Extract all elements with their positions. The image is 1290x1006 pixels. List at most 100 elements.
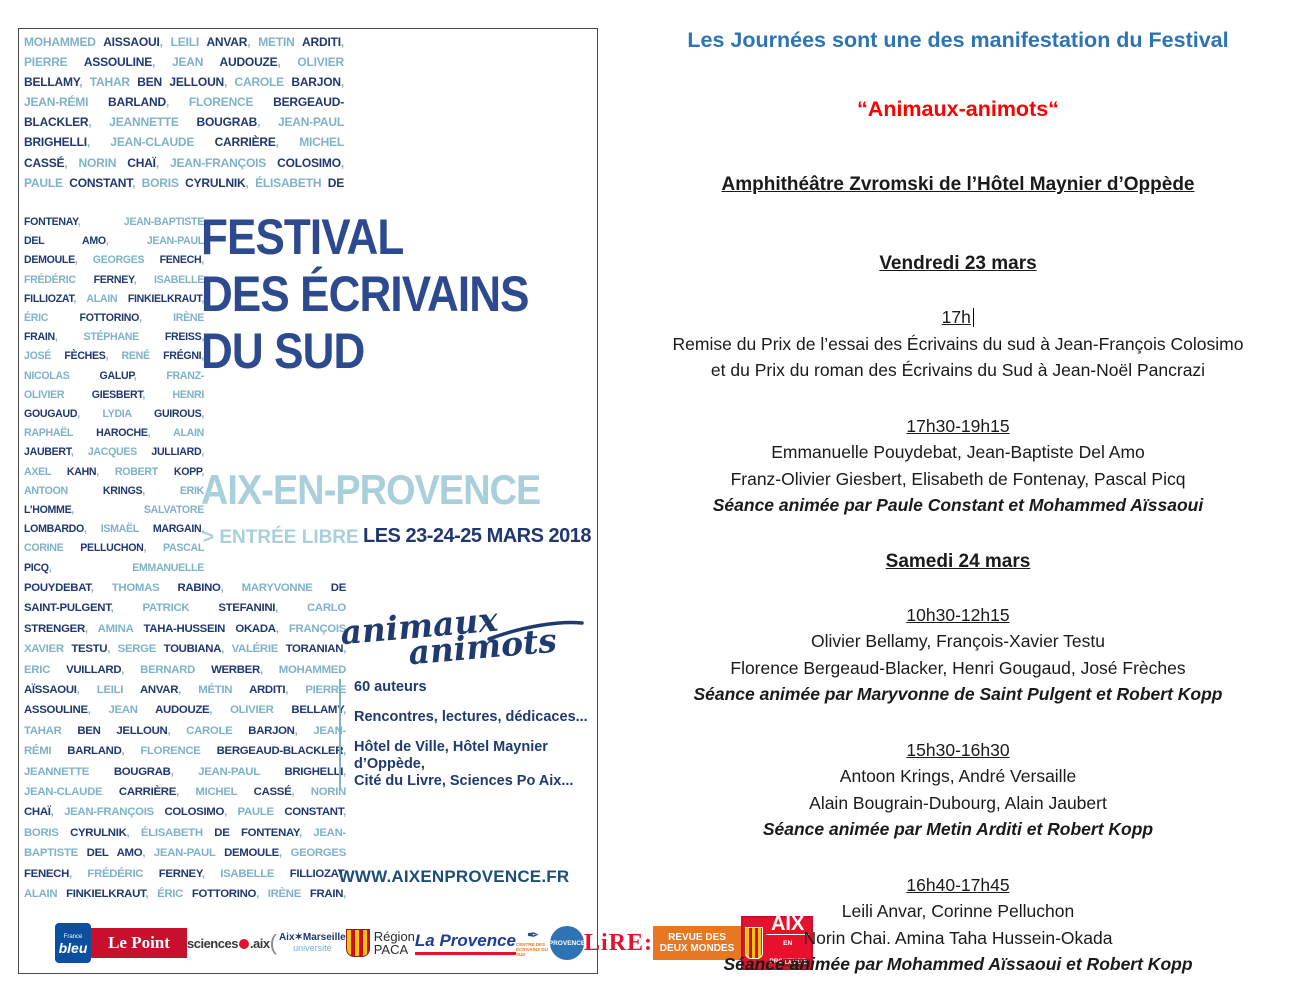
author-names-line: FILLIOZAT, ALAIN FINKIELKRAUT, [24,292,204,305]
poster-author-names-top: MOHAMMED AISSAOUI, LEILI ANVAR, METIN AR… [24,32,344,193]
author-names-line: BELLAMY, TAHAR BEN JELLOUN, CAROLE BARJO… [24,75,344,90]
aix-marseille-label: Aix✶Marseille [278,931,346,943]
poster-info-venues-1: Hôtel de Ville, Hôtel Maynier d’Oppède, [354,739,548,772]
author-names-line: LOMBARDO, ISMAËL MARGAIN, [24,523,204,536]
session-participants-line: Antoon Krings, André Versaille [839,766,1077,786]
centre-scribble-icon: ✒ [526,926,540,944]
aix-marseille-universite-label: université [293,942,332,953]
program-day-block: Vendredi 23 mars 17h Remise du Prix de l’e… [632,253,1284,519]
france-bleu-logo: France bleu [55,923,91,963]
author-names-line: DEMOULE, GEORGES FENECH, [24,254,204,267]
poster-author-names-left-column: FONTENAY, JEAN-BAPTISTE DEL AMO, JEAN-PAU… [24,213,204,578]
author-names-line: PICQ, EMMANUELLE [24,561,204,574]
poster-author-names-bottom: POUYDEBAT, THOMAS RABINO, MARYVONNE DE SA… [24,578,346,905]
region-paca-logo: Région PACA [345,929,415,957]
author-names-line: FENECH, FRÉDÉRIC FERNEY, ISABELLE FILLIO… [24,867,346,880]
aix-en-provence-ville-logo: AIX EN PROVENCE LA VILLE [741,914,814,970]
sciences-po-suffix: .aix [249,935,270,951]
aix-marseille-universite-logo: ( Aix✶Marseille université [269,930,346,955]
author-names-line: AÏSSAOUI, LEILI ANVAR, MÉTIN ARDITI, PIE… [24,684,346,697]
session-moderation-line: Séance animée par Paule Constant et Moha… [712,495,1204,515]
poster-title-line3: DU SUD [201,323,365,379]
poster-free-entry-label: > ENTRÉE LIBRE [203,527,359,548]
author-names-line: FRÉDÉRIC FERNEY, ISABELLE [24,273,204,286]
program-session: 17h30-19h15 Emmanuelle Pouydebat, Jean-Ba… [632,413,1284,519]
author-names-line: AXEL KAHN, ROBERT KOPP, [24,465,204,478]
program-heading: Les Journées sont une des manifestation … [687,28,1229,52]
poster-title: FESTIVAL DES ÉCRIVAINS DU SUD [201,209,529,380]
poster-dates: LES 23-24-25 MARS 2018 [363,525,592,547]
session-time: 15h30-16h30 [906,739,1010,760]
author-names-line: CASSÉ, NORIN CHAÏ, JEAN-FRANÇOIS COLOSIM… [24,155,344,170]
author-names-line: JEAN-CLAUDE CARRIÈRE, MICHEL CASSÉ, NORI… [24,786,347,799]
author-names-line: FRAIN, STÉPHANE FREISS, [24,331,204,344]
session-participants-line: Olivier Bellamy, François-Xavier Testu [810,631,1106,651]
author-names-line: ANTOON KRINGS, ERIK [24,484,204,497]
program-venue: Amphithéâtre Zvromski de l’Hôtel Maynier… [721,174,1195,195]
session-time: 17h [632,304,1284,331]
author-names-line: BORIS CYRULNIK, ÉLISABETH DE FONTENAY, J… [24,826,346,839]
author-names-line: SAINT-PULGENT, PATRICK STEFANINI, CARLO [24,602,346,615]
aix-marseille-paren-icon: ( [269,930,277,955]
session-time: 10h30-12h15 [906,604,1010,625]
sponsor-logo-row: France bleu Le Point sciences .aix ( Aix✶… [55,914,814,972]
provence-tourisme-logo: PROVENCE [548,926,586,960]
author-names-line: PIERRE ASSOULINE, JEAN AUDOUZE, OLIVIER [24,55,344,70]
author-names-line: BAPTISTE DEL AMO, JEAN-PAUL DEMOULE, GEO… [24,847,347,860]
author-names-line: STRENGER, AMINA TAHA-HUSSEIN OKADA, FRAN… [24,622,346,635]
session-time: 17h30-19h15 [906,415,1010,436]
author-names-line: DEL AMO, JEAN-PAUL [24,235,204,248]
author-names-line: ALAIN FINKIELKRAUT, ÉRIC FOTTORINO, IRÈN… [24,888,347,901]
program-session: 10h30-12h15 Olivier Bellamy, François-Xav… [632,602,1284,708]
sciences-po-figure-icon [238,939,249,949]
session-participants-line: Florence Bergeaud-Blacker, Henri Gougaud… [730,657,1186,678]
sciences-po-label: sciences [187,935,238,951]
session-participants-line: et du Prix du roman des Écrivains du Sud… [710,360,1206,380]
author-names-line: JEANNETTE BOUGRAB, JEAN-PAUL BRIGHELLI, [24,765,346,778]
france-bleu-label: bleu [58,940,88,956]
centre-label: CENTRE DES ÉCRIVAINS DU SUD [516,941,548,957]
author-names-line: POUYDEBAT, THOMAS RABINO, MARYVONNE DE [24,582,346,594]
author-names-line: NICOLAS GALUP, FRANZ- [24,369,204,382]
author-names-line: L’HOMME, SALVATORE [24,504,204,517]
author-names-line: RAPHAËL HAROCHE, ALAIN [24,427,205,440]
session-participants-line: Emmanuelle Pouydebat, Jean-Baptiste Del … [771,442,1145,462]
program-theme-title: “Animaux-animots“ [857,97,1059,121]
provence-label: PROVENCE [548,939,586,947]
authors-count: 60 auteurs [354,679,427,695]
session-participants-line: Norin Chai. Amina Taha Hussein-Okada [803,927,1113,948]
lire-label: LiRE: [584,929,654,956]
author-names-line: XAVIER TESTU, SERGE TOUBIANA, VALÉRIE TO… [24,643,346,656]
le-point-logo: Le Point [91,928,187,958]
author-names-line: MOHAMMED AISSAOUI, LEILI ANVAR, METIN AR… [24,35,344,49]
program-days: Vendredi 23 mars 17h Remise du Prix de l’e… [632,253,1284,978]
author-names-line: GOUGAUD, LYDIA GUIROUS, [24,408,204,421]
session-participants-line: Franz-Olivier Giesbert, Elisabeth de Fon… [730,468,1186,489]
author-names-line: PAULE CONSTANT, BORIS CYRULNIK, ÉLISABET… [24,175,345,190]
program-day-block: Samedi 24 mars 10h30-12h15 Olivier Bellamy… [632,551,1284,978]
program-session: 15h30-16h30 Antoon Krings, André Versaill… [632,737,1284,843]
session-moderation-line: Séance animée par Maryvonne de Saint Pul… [693,684,1223,704]
author-names-line: BLACKLER, JEANNETTE BOUGRAB, JEAN-PAUL [24,115,344,130]
author-names-line: JAUBERT, JACQUES JULLIARD, [24,446,204,459]
poster-city: AIX-EN-PROVENCE [201,466,541,513]
session-moderation-line: Séance animée par Metin Arditi et Robert… [762,819,1154,839]
paca-label: PACA [373,942,409,957]
aix-ville-tag: LA VILLE [781,959,811,967]
author-names-line: JEAN-RÉMI BARLAND, FLORENCE BERGEAUD- [24,95,344,110]
author-names-line: ERIC VUILLARD, BERNARD WERBER, MOHAMMED [24,663,346,676]
author-names-line: JOSÉ FÈCHES, RENÉ FRÉGNI, [24,350,204,363]
sciences-po-aix-logo: sciences .aix [187,936,270,951]
author-names-line: RÉMI BARLAND, FLORENCE BERGEAUD-BLACKLER… [24,745,346,758]
session-participants-line: Leili Anvar, Corinne Pelluchon [841,901,1075,921]
session-participants-line: Remise du Prix de l’essai des Écrivains … [672,333,1244,354]
poster-title-line1: FESTIVAL [201,209,404,265]
text-cursor [972,308,975,327]
revue-des-deux-mondes-logo: REVUE DES DEUX MONDES [653,926,742,960]
script-flourish-stroke [487,620,584,641]
la-provence-label: La Provence [414,931,517,950]
program-session: 16h40-17h45 Leili Anvar, Corinne Pellucho… [632,872,1284,978]
poster-info-activities: Rencontres, lectures, dédicaces... [354,709,588,725]
program-session: 17h Remise du Prix de l’essai des Écrivai… [632,304,1284,384]
poster-info-block: 60 auteurs Rencontres, lectures, dédicac… [339,679,599,790]
